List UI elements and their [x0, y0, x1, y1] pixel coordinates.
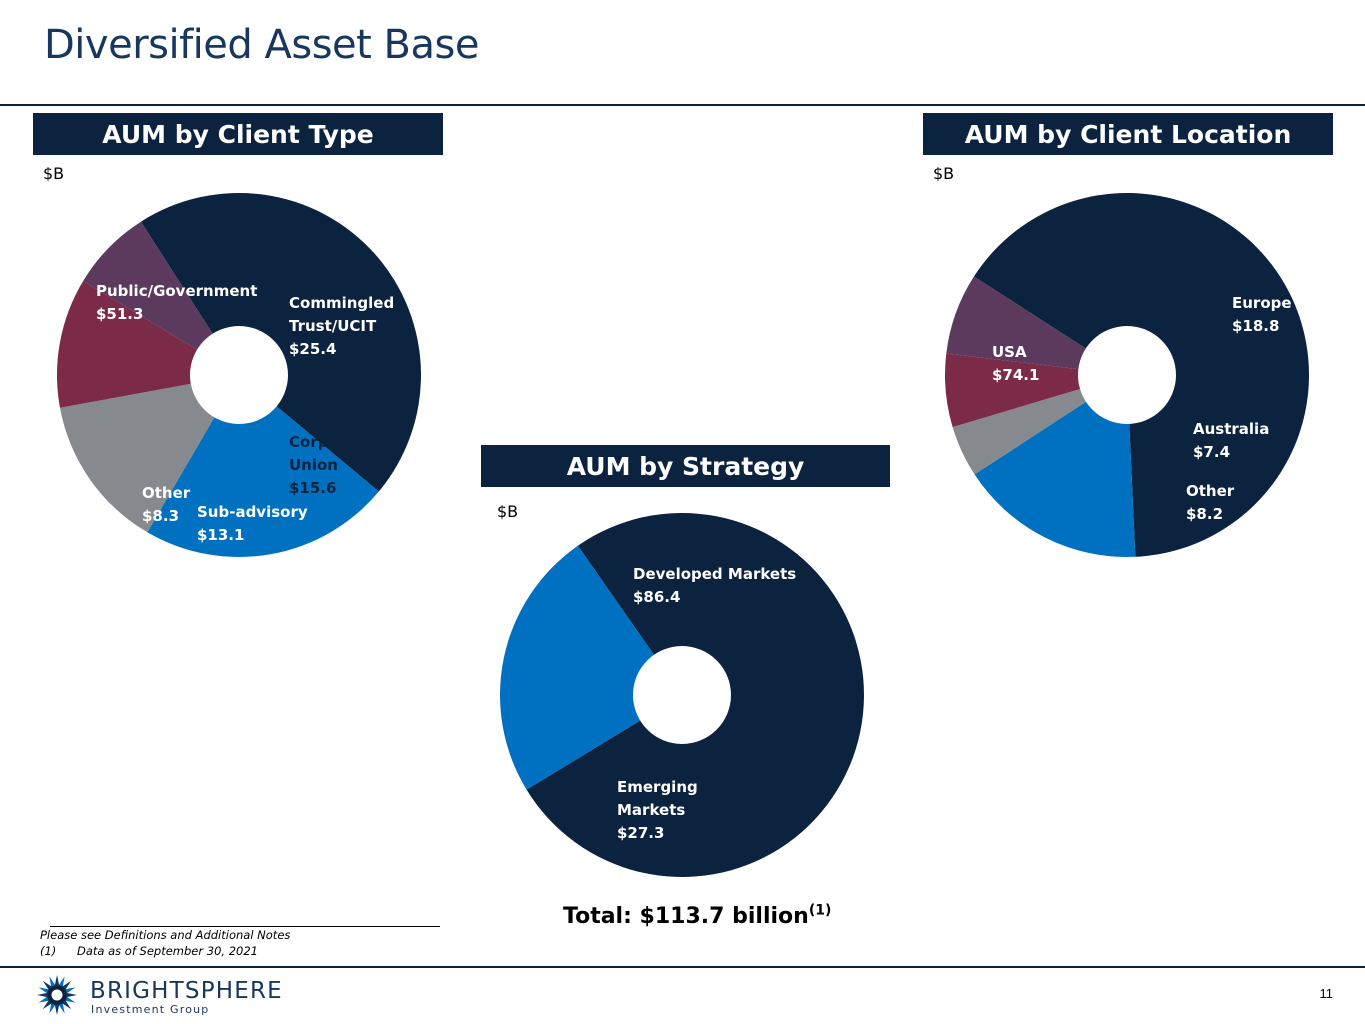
footnote-marker: (1): [40, 944, 57, 958]
slice-asia: [952, 375, 1127, 475]
logo-name: BRIGHTSPHERE: [90, 978, 283, 1004]
total-aum-text: Total: $113.7 billion: [563, 904, 809, 929]
client-type-header: AUM by Client Type: [33, 113, 443, 155]
footnote-see-notes: Please see Definitions and Additional No…: [40, 928, 291, 942]
brightsphere-logo: BRIGHTSPHERE Investment Group: [34, 974, 334, 1020]
client-type-unit: $B: [43, 164, 65, 183]
total-aum: Total: $113.7 billion(1): [563, 904, 831, 929]
slice-other: [83, 221, 239, 375]
strategy-header: AUM by Strategy: [481, 445, 890, 487]
slice-label-developed-markets: Developed Markets $86.4: [633, 565, 796, 606]
slice-emerging-markets: [499, 545, 682, 790]
slice-label-asia: Asia $5.2: [1261, 390, 1298, 431]
donut-hole: [190, 326, 288, 424]
slice-label-usa: USA $74.1: [992, 343, 1039, 384]
slice-label-commingled-trust-ucit: Commingled Trust/UCIT $25.4: [289, 294, 394, 358]
slice-europe: [974, 375, 1136, 558]
page-title: Diversified Asset Base: [44, 22, 479, 68]
slice-label-public-government: Public/Government $51.3: [96, 282, 257, 323]
sunburst-logo-icon: [37, 975, 77, 1015]
header-divider: [0, 104, 1365, 106]
page-number: 11: [1319, 986, 1334, 1001]
footnote-text: Data as of September 30, 2021: [77, 944, 258, 958]
footnote-item: (1) Data as of September 30, 2021: [40, 944, 258, 958]
donut-hole: [1078, 326, 1176, 424]
slice-label-sub-advisory: Sub-advisory $13.1: [197, 503, 308, 544]
slice-other: [946, 276, 1127, 375]
footer-divider: [0, 966, 1365, 968]
donut-hole: [633, 646, 731, 744]
client-location-header: AUM by Client Location: [923, 113, 1333, 155]
footnote-divider: [50, 926, 440, 927]
client-location-unit: $B: [933, 164, 955, 183]
slice-label-australia: Australia $7.4: [1193, 420, 1269, 461]
slice-label-corporate-union: Corporate/Union $15.6: [289, 433, 380, 497]
total-note-ref: (1): [808, 902, 832, 919]
slice-label-europe: Europe $18.8: [1232, 294, 1292, 335]
slice-commingled-trust-ucit: [147, 375, 379, 557]
slice-public-government: [140, 192, 422, 492]
slice-label-emerging-markets: Emerging Markets $27.3: [617, 778, 698, 842]
logo-subtitle: Investment Group: [91, 1003, 210, 1016]
strategy-unit: $B: [497, 502, 519, 521]
slice-label-other: Other $8.3: [142, 484, 191, 525]
slice-corporate-union: [59, 375, 239, 533]
slice-label-other: Other $8.2: [1186, 482, 1235, 523]
